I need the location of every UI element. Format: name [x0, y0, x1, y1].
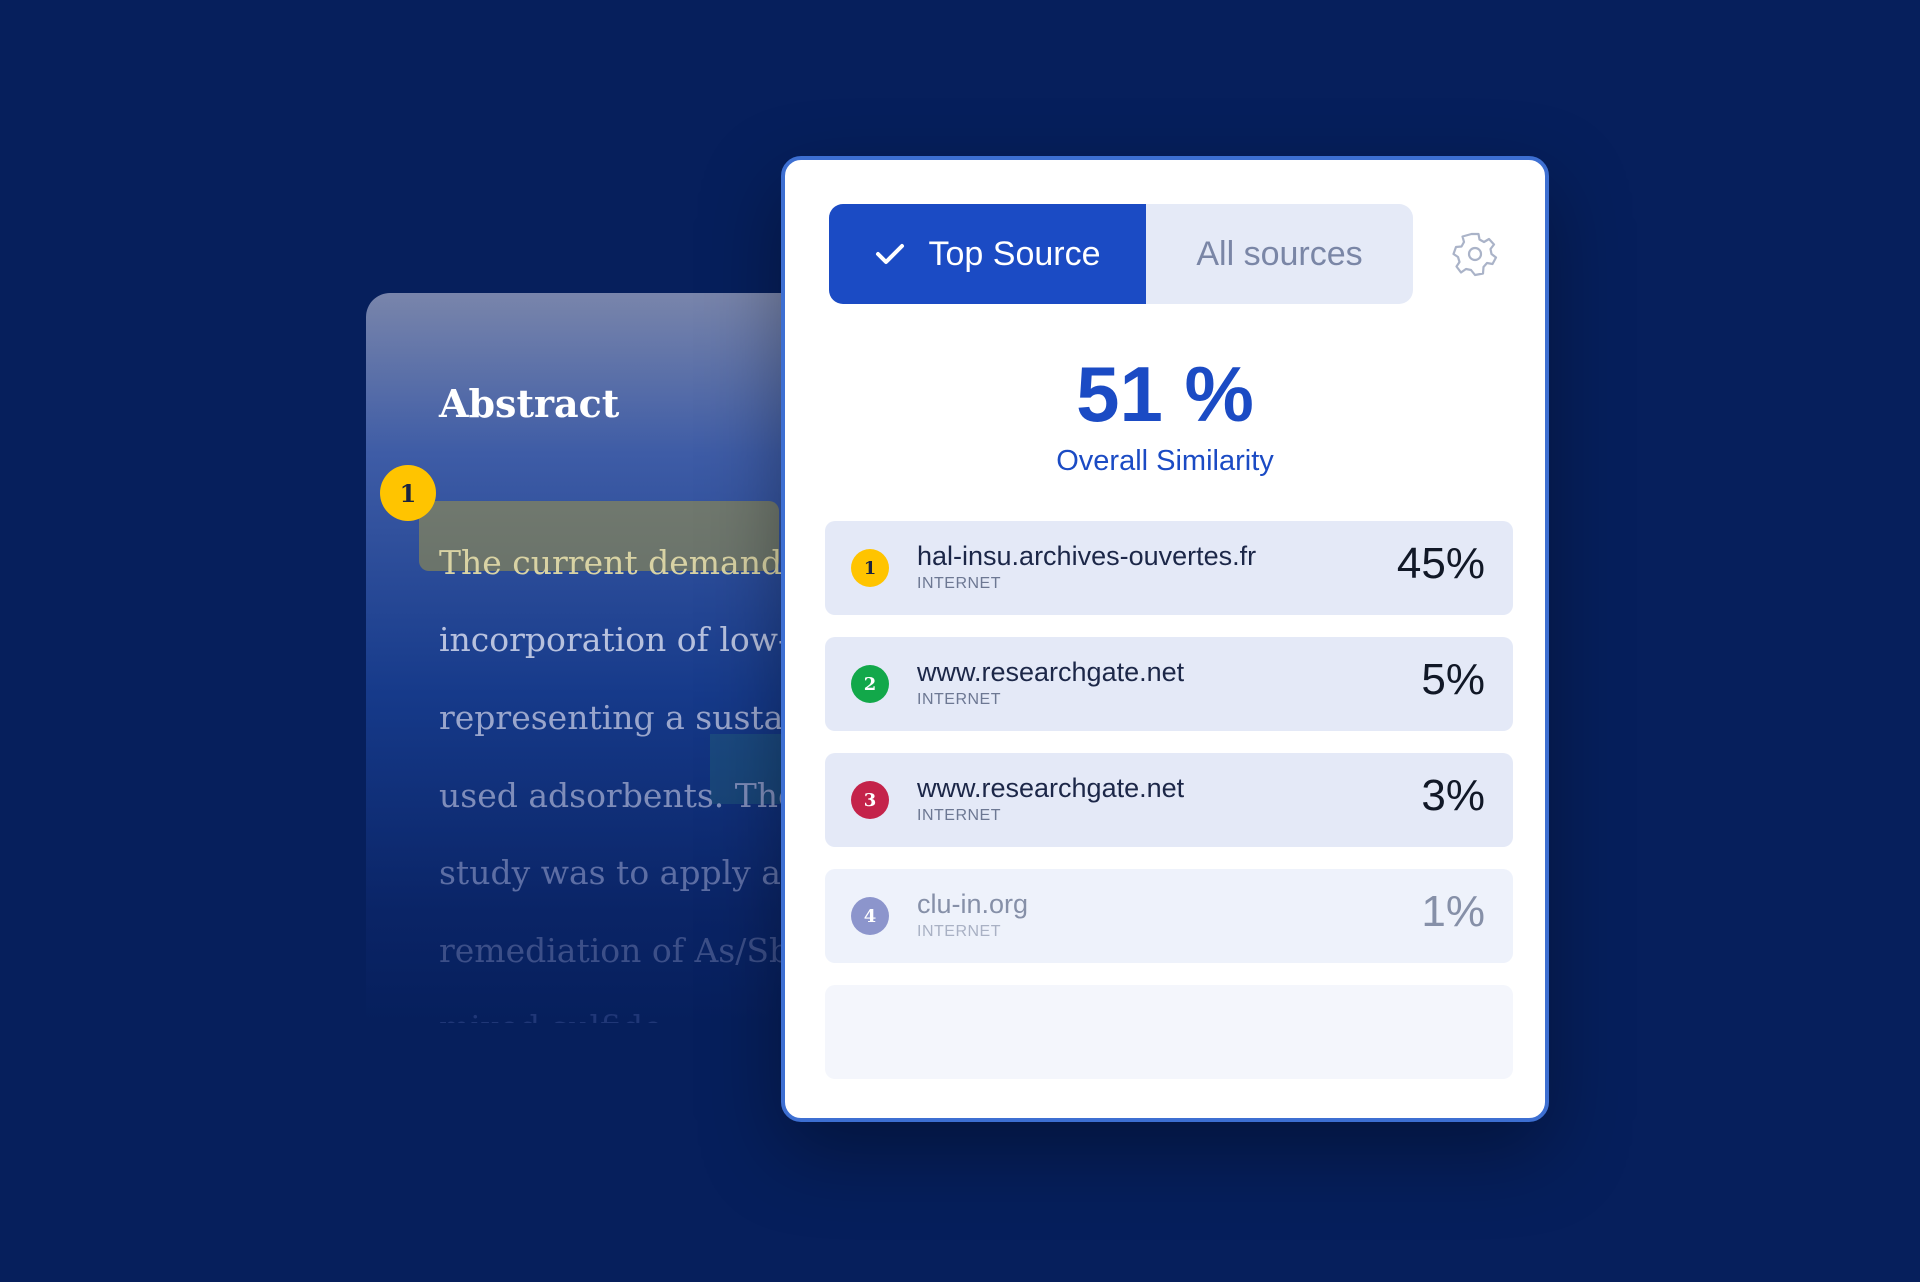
source-name: www.researchgate.net [917, 657, 1185, 687]
source-rank-badge: 3 [851, 781, 889, 819]
source-name: hal-insu.archives-ouvertes.fr [917, 541, 1257, 571]
source-row[interactable]: 1 hal-insu.archives-ouvertes.fr INTERNET… [825, 521, 1513, 615]
overall-similarity-label: Overall Similarity [1056, 445, 1274, 477]
check-icon [875, 244, 904, 264]
source-type: INTERNET [917, 807, 1001, 824]
source-row[interactable]: 3 www.researchgate.net INTERNET 3% [825, 753, 1513, 847]
source-row-placeholder [825, 985, 1513, 1079]
source-type: INTERNET [917, 923, 1001, 940]
document-line: remediation of As/Sb [439, 931, 791, 970]
document-title: Abstract [439, 381, 620, 426]
document-line: study was to apply an [439, 853, 803, 892]
source-type: INTERNET [917, 575, 1001, 592]
source-row[interactable]: 4 clu-in.org INTERNET 1% [825, 869, 1513, 963]
document-line: The current demand f [439, 543, 805, 582]
document-line: used adsorbents. The [439, 776, 798, 815]
document-line: mixed-sulfide [439, 1008, 663, 1023]
overall-similarity-score: 51 % [1076, 350, 1254, 438]
source-percent: 45% [1396, 539, 1485, 588]
source-filter-toggle: Top Source All sources [829, 204, 1413, 304]
source-name: www.researchgate.net [917, 773, 1185, 803]
tab-top-source-label: Top Source [928, 234, 1101, 273]
similarity-panel: Top Source All sources 51 % Overall Simi… [781, 156, 1549, 1122]
match-badge-1[interactable]: 1 [380, 465, 436, 521]
source-percent: 1% [1421, 887, 1485, 936]
match-highlight-1[interactable] [419, 501, 779, 571]
source-name: clu-in.org [917, 889, 1029, 919]
source-percent: 5% [1421, 655, 1485, 704]
source-rank-badge: 1 [851, 549, 889, 587]
source-row[interactable]: 2 www.researchgate.net INTERNET 5% [825, 637, 1513, 731]
source-type: INTERNET [917, 691, 1001, 708]
source-rank-badge: 4 [851, 897, 889, 935]
tab-top-source[interactable]: Top Source [829, 204, 1146, 304]
document-line: incorporation of low-c [439, 620, 808, 659]
source-rank-badge: 2 [851, 665, 889, 703]
source-percent: 3% [1421, 771, 1485, 820]
gear-icon[interactable] [1451, 230, 1499, 278]
document-line: representing a sustai [439, 698, 794, 737]
tab-all-sources-label: All sources [1196, 234, 1363, 273]
tab-all-sources[interactable]: All sources [1146, 204, 1413, 304]
